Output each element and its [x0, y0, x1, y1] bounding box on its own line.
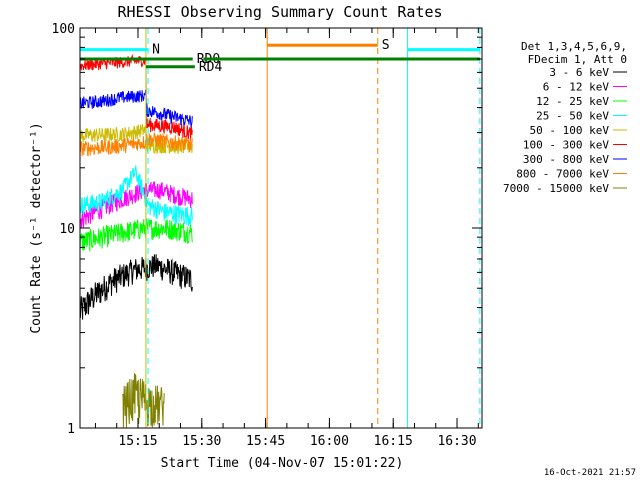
y-tick-label-2: 100 — [52, 22, 75, 37]
x-tick-label-3: 16:00 — [310, 434, 349, 449]
legend-label-4: 50 - 100 keV — [530, 124, 610, 137]
series-line-7 — [79, 132, 193, 157]
y-tick-label-1: 10 — [59, 222, 75, 237]
x-axis: 15:15 15:30 15:45 16:00 16:15 16:30 — [94, 28, 479, 449]
legend-header-line-1: FDecim 1, Att 0 — [528, 53, 627, 66]
x-tick-label-1: 15:30 — [182, 434, 221, 449]
legend-label-1: 6 - 12 keV — [543, 81, 610, 94]
legend-label-0: 3 - 6 keV — [549, 66, 609, 79]
y-axis: 1 10 100 — [52, 22, 482, 437]
x-tick-label-4: 16:15 — [374, 434, 413, 449]
x-tick-label-0: 15:15 — [118, 434, 157, 449]
annotation-label-2: S — [382, 38, 390, 53]
legend-label-6: 300 - 800 keV — [523, 153, 609, 166]
x-tick-label-5: 16:30 — [437, 434, 476, 449]
y-axis-label: Count Rate (s⁻¹ detector⁻¹) — [29, 122, 44, 333]
y-tick-label-0: 1 — [67, 422, 75, 437]
annotation-label-0: N — [152, 43, 160, 58]
annotation-label-5: RD4 — [199, 60, 223, 75]
series-line-2 — [79, 218, 193, 252]
x-tick-label-2: 15:45 — [246, 434, 285, 449]
x-axis-label: Start Time (04-Nov-07 15:01:22) — [161, 456, 404, 471]
legend-label-3: 25 - 50 keV — [536, 110, 609, 123]
legend-header-line-0: Det 1,3,4,5,6,9, — [521, 40, 627, 53]
series-layer — [79, 53, 193, 428]
series-line-6 — [79, 89, 193, 128]
timestamp-footer: 16-Oct-2021 21:57 — [543, 468, 636, 478]
chart-title: RHESSI Observing Summary Count Rates — [117, 3, 442, 21]
series-line-8 — [122, 373, 165, 428]
series-line-1 — [79, 181, 193, 229]
series-line-3 — [79, 165, 193, 227]
series-line-0 — [79, 254, 193, 320]
annotation-layer: NSRD0RD4 — [80, 28, 481, 428]
legend: Det 1,3,4,5,6,9,FDecim 1, Att 03 - 6 keV… — [503, 40, 627, 195]
legend-label-8: 7000 - 15000 keV — [503, 182, 609, 195]
series-line-5 — [79, 53, 193, 141]
legend-label-2: 12 - 25 keV — [536, 95, 609, 108]
legend-label-7: 800 - 7000 keV — [516, 168, 609, 181]
legend-label-5: 100 - 300 keV — [523, 139, 609, 152]
